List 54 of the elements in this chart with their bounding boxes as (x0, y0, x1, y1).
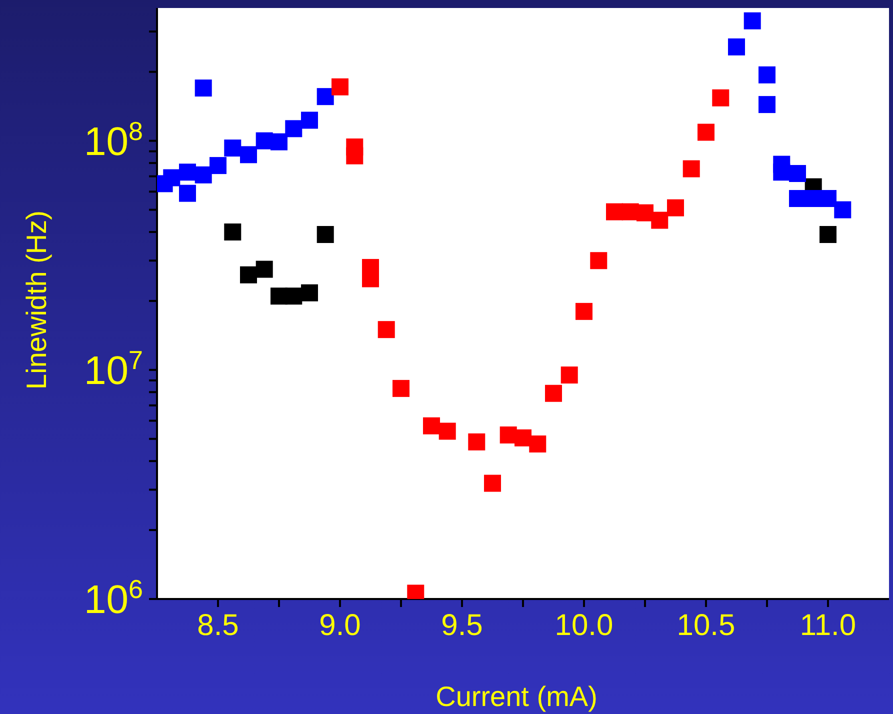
point (590, 252, 608, 270)
point (179, 184, 196, 202)
point (332, 78, 348, 96)
point (468, 433, 486, 450)
point (224, 223, 242, 240)
point (392, 380, 410, 397)
point (682, 160, 700, 178)
y-tick-label: 10$^{6}$ (84, 574, 143, 622)
point (194, 166, 212, 184)
point (346, 147, 364, 164)
x-tick-label: 11.0 (800, 609, 856, 642)
point (240, 266, 257, 284)
point (820, 190, 836, 208)
point (423, 417, 440, 434)
point (712, 89, 730, 106)
point (820, 226, 836, 244)
point (240, 146, 257, 164)
x-axis-title: Current (mA) (436, 681, 598, 712)
point (270, 133, 288, 150)
point (529, 435, 546, 452)
x-tick-label: 10.0 (554, 609, 614, 642)
x-tick-label: 9.0 (319, 609, 361, 642)
point (744, 12, 761, 30)
point (316, 88, 334, 106)
point (545, 384, 562, 402)
x-tick-label: 8.5 (197, 609, 239, 642)
point (728, 38, 745, 56)
point (256, 260, 273, 278)
point (651, 212, 668, 229)
point (758, 66, 776, 84)
point (560, 366, 578, 384)
y-tick-label: 10$^{8}$ (84, 116, 143, 164)
point (667, 199, 684, 216)
point (698, 124, 714, 141)
point (378, 321, 395, 338)
point (194, 80, 212, 97)
point (438, 422, 456, 440)
point (210, 157, 226, 174)
y-tick-label: 10$^{7}$ (84, 344, 143, 393)
point (316, 226, 334, 244)
point (484, 474, 501, 492)
point (576, 302, 592, 320)
point (834, 201, 852, 218)
point (789, 165, 806, 182)
point (789, 190, 806, 208)
point (224, 140, 242, 157)
point (285, 120, 302, 138)
point (758, 96, 776, 114)
y-axis-title: Linewidth (Hz) (21, 210, 52, 390)
point (606, 203, 623, 220)
point (301, 284, 318, 302)
x-tick-label: 10.5 (676, 609, 736, 642)
point (301, 112, 318, 129)
x-tick-label: 9.5 (441, 609, 483, 642)
